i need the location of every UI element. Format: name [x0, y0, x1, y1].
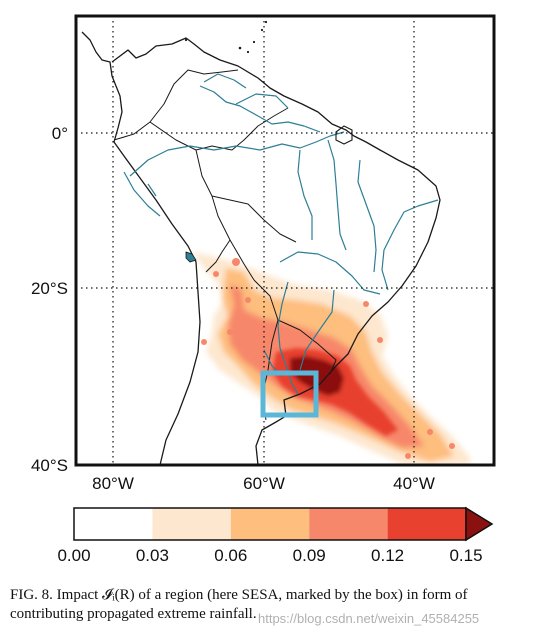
lon-label-40w: 40°W [393, 474, 435, 493]
lat-label-40s: 40°S [31, 456, 68, 475]
colorbar-segments [73, 507, 467, 541]
sesa-region-box [260, 370, 319, 418]
lon-label-80w: 80°W [92, 474, 134, 493]
marajo-island [335, 125, 353, 145]
lake-titicaca [185, 251, 197, 263]
watermark: https://blog.csdn.net/weixin_45584255 [258, 611, 480, 626]
colorbar-tick-label: 0.06 [214, 546, 247, 565]
colorbar-labels: 0.00 0.03 0.06 0.09 0.12 0.15 [57, 546, 482, 565]
rivers [123, 73, 439, 395]
colorbar-segment [387, 508, 466, 540]
colorbar-segment [152, 508, 231, 540]
colorbar-segment [309, 508, 388, 540]
colorbar: 0.00 0.03 0.06 0.09 0.12 0.15 [57, 506, 494, 565]
colorbar-segment [230, 508, 310, 540]
longitude-labels: 80°W 60°W 40°W [92, 474, 435, 493]
latitude-labels: 0° 20°S 40°S [31, 124, 68, 475]
colorbar-tick-label: 0.15 [449, 546, 482, 565]
figure-caption: FIG. 8. Impact 𝓘ᵢ(R) of a region (here S… [10, 587, 468, 622]
colorbar-tick-label: 0.12 [371, 546, 404, 565]
colorbar-tick-label: 0.03 [136, 546, 169, 565]
lon-label-60w: 60°W [243, 474, 285, 493]
colorbar-segment [74, 508, 153, 540]
colorbar-extend-arrow [465, 506, 494, 542]
lat-label-20s: 20°S [31, 279, 68, 298]
colorbar-tick-label: 0.00 [57, 546, 90, 565]
lat-label-0: 0° [52, 124, 68, 143]
country-borders [113, 69, 337, 421]
impact-speckles [201, 258, 455, 459]
map-area [76, 16, 494, 465]
colorbar-tick-label: 0.09 [293, 546, 326, 565]
map-frame [74, 14, 496, 467]
rainfall-impact-field [192, 252, 470, 465]
